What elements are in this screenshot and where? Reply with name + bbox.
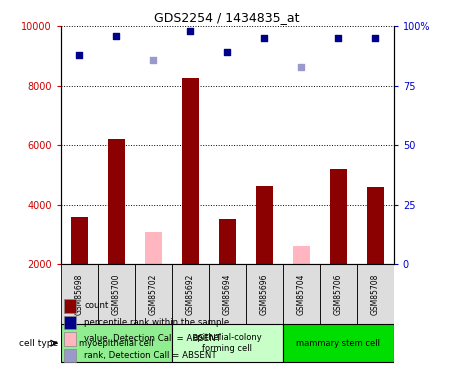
- Text: count: count: [84, 302, 108, 310]
- Point: [187, 28, 194, 34]
- Bar: [283, 264, 320, 324]
- Text: GSM85698: GSM85698: [75, 273, 84, 315]
- Text: GSM85704: GSM85704: [297, 273, 306, 315]
- Bar: [256, 186, 273, 264]
- Bar: [64, 299, 76, 313]
- Text: percentile rank within the sample: percentile rank within the sample: [84, 318, 230, 327]
- Bar: [108, 139, 125, 264]
- Bar: [246, 264, 283, 324]
- Point: [261, 35, 268, 41]
- Bar: [98, 264, 135, 324]
- Bar: [135, 264, 172, 324]
- Text: epithelial-colony
forming cell: epithelial-colony forming cell: [193, 333, 262, 353]
- Point: [150, 57, 157, 63]
- Bar: [172, 264, 209, 324]
- Bar: [330, 169, 346, 264]
- Text: GSM85708: GSM85708: [371, 273, 380, 315]
- Bar: [293, 246, 310, 264]
- Text: rank, Detection Call = ABSENT: rank, Detection Call = ABSENT: [84, 351, 217, 360]
- Text: myoepithelial cell: myoepithelial cell: [79, 339, 153, 348]
- Text: GSM85702: GSM85702: [149, 273, 158, 315]
- Text: GSM85694: GSM85694: [223, 273, 232, 315]
- Bar: [172, 324, 283, 362]
- Point: [224, 50, 231, 55]
- Bar: [357, 264, 394, 324]
- Bar: [61, 324, 172, 362]
- Text: GSM85692: GSM85692: [186, 273, 195, 315]
- Bar: [209, 264, 246, 324]
- Bar: [367, 188, 383, 264]
- Bar: [283, 324, 394, 362]
- Bar: [182, 78, 198, 264]
- Text: GSM85696: GSM85696: [260, 273, 269, 315]
- Point: [372, 35, 379, 41]
- Text: cell type: cell type: [19, 339, 61, 348]
- Text: value, Detection Call = ABSENT: value, Detection Call = ABSENT: [84, 334, 221, 344]
- Bar: [61, 264, 98, 324]
- Bar: [64, 332, 76, 346]
- Bar: [145, 232, 162, 264]
- Point: [112, 33, 120, 39]
- Bar: [64, 349, 76, 362]
- Text: mammary stem cell: mammary stem cell: [296, 339, 380, 348]
- Point: [335, 35, 342, 41]
- Text: GSM85706: GSM85706: [334, 273, 343, 315]
- Bar: [320, 264, 357, 324]
- Title: GDS2254 / 1434835_at: GDS2254 / 1434835_at: [154, 11, 300, 24]
- Point: [76, 52, 83, 58]
- Point: [297, 64, 305, 70]
- Bar: [71, 217, 88, 264]
- Text: GSM85700: GSM85700: [112, 273, 121, 315]
- Bar: [64, 316, 76, 329]
- Bar: [219, 219, 236, 264]
